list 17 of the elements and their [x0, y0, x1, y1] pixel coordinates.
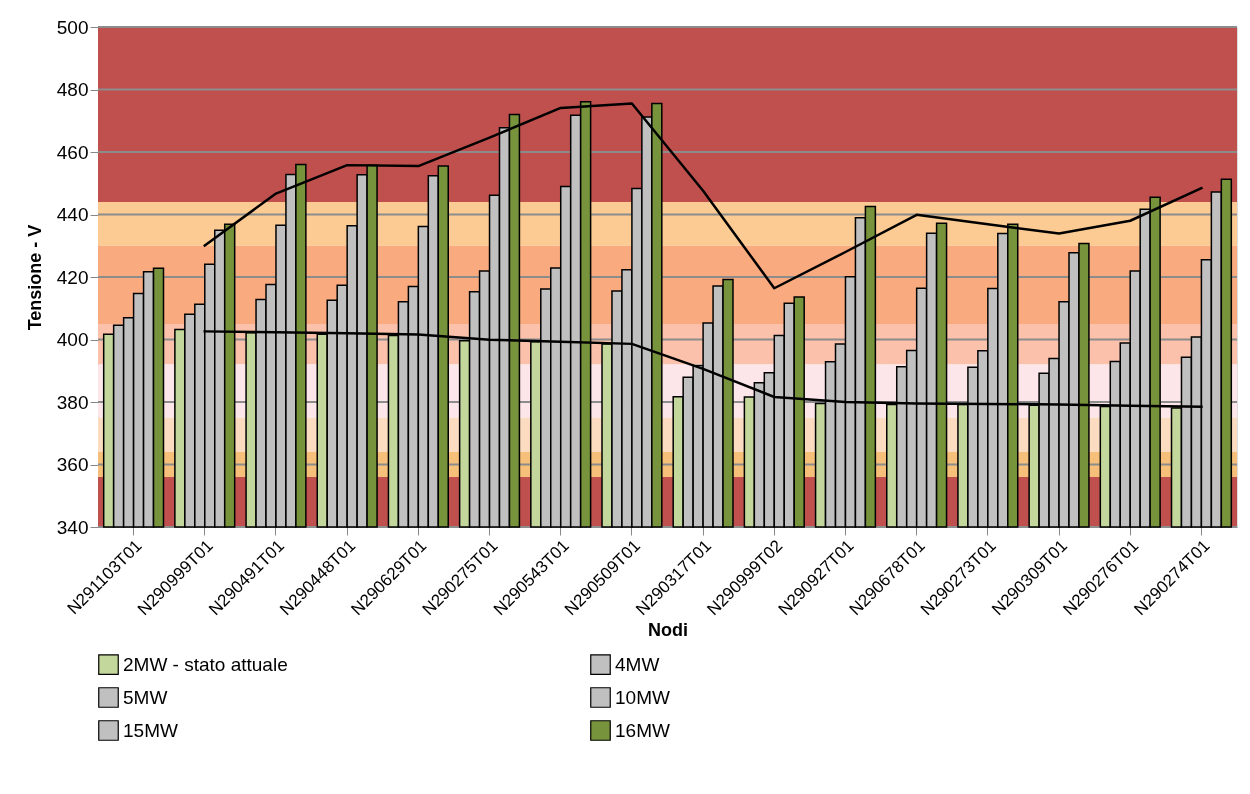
y-tick-label: 340 [56, 516, 89, 538]
y-tick-label: 440 [56, 204, 89, 225]
y-tick-label: 460 [56, 141, 89, 163]
y-tick-label: 400 [56, 329, 89, 350]
x-axis-title: Nodi [648, 620, 688, 641]
y-axis-title: Tensione - V [24, 224, 45, 331]
y-tick-label: 420 [56, 266, 89, 288]
legend-label: 16MW [615, 719, 670, 741]
legend-label: 5MW [123, 686, 168, 708]
y-tick-label: 500 [56, 16, 89, 38]
legend-label: 15MW [123, 719, 178, 741]
y-tick-label: 480 [56, 79, 89, 100]
y-tick-label: 380 [56, 391, 89, 413]
legend-label: 10MW [615, 686, 670, 708]
legend-label: 2MW - stato attuale [123, 653, 288, 675]
legend-label: 4MW [615, 653, 660, 675]
y-tick-label: 360 [56, 454, 89, 475]
